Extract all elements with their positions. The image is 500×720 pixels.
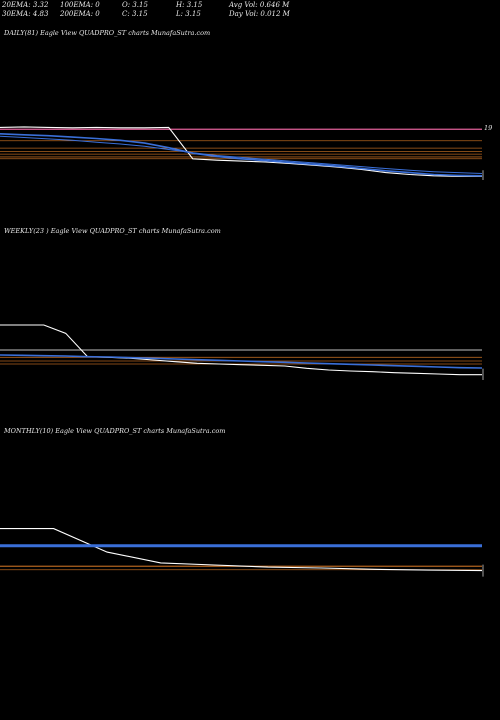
- close-value: C: 3.15: [122, 10, 148, 18]
- ema20-value: 20EMA: 3.32: [2, 1, 49, 9]
- daily-panel-label: DAILY(81) Eagle View QUADPRO_ST charts M…: [4, 29, 211, 37]
- avg-vol-value: Avg Vol: 0.646 M: [229, 1, 290, 9]
- monthly-price-line: [0, 528, 483, 572]
- weekly-chart: [0, 324, 484, 380]
- ema200-value: 200EMA: 0: [60, 10, 100, 18]
- weekly-panel-label: WEEKLY(23 ) Eagle View QUADPRO_ST charts…: [4, 227, 221, 235]
- ema100-value: 100EMA: 0: [60, 1, 100, 9]
- daily-ema-line: [0, 135, 483, 174]
- monthly-chart: [0, 528, 484, 577]
- low-value: L: 3.15: [176, 10, 201, 18]
- high-value: H: 3.15: [176, 1, 203, 9]
- open-value: O: 3.15: [122, 1, 148, 9]
- ema30-value: 30EMA: 4.83: [2, 10, 49, 18]
- daily-chart: [0, 126, 484, 180]
- daily-ema-line: [0, 133, 483, 177]
- day-vol-value: Day Vol: 0.012 M: [229, 10, 290, 18]
- weekly-ema-line: [0, 354, 483, 369]
- daily-price-line: [0, 126, 482, 177]
- weekly-price-line: [0, 324, 482, 376]
- daily-right-tick: 19: [484, 124, 493, 132]
- monthly-panel-label: MONTHLY(10) Eagle View QUADPRO_ST charts…: [4, 427, 226, 435]
